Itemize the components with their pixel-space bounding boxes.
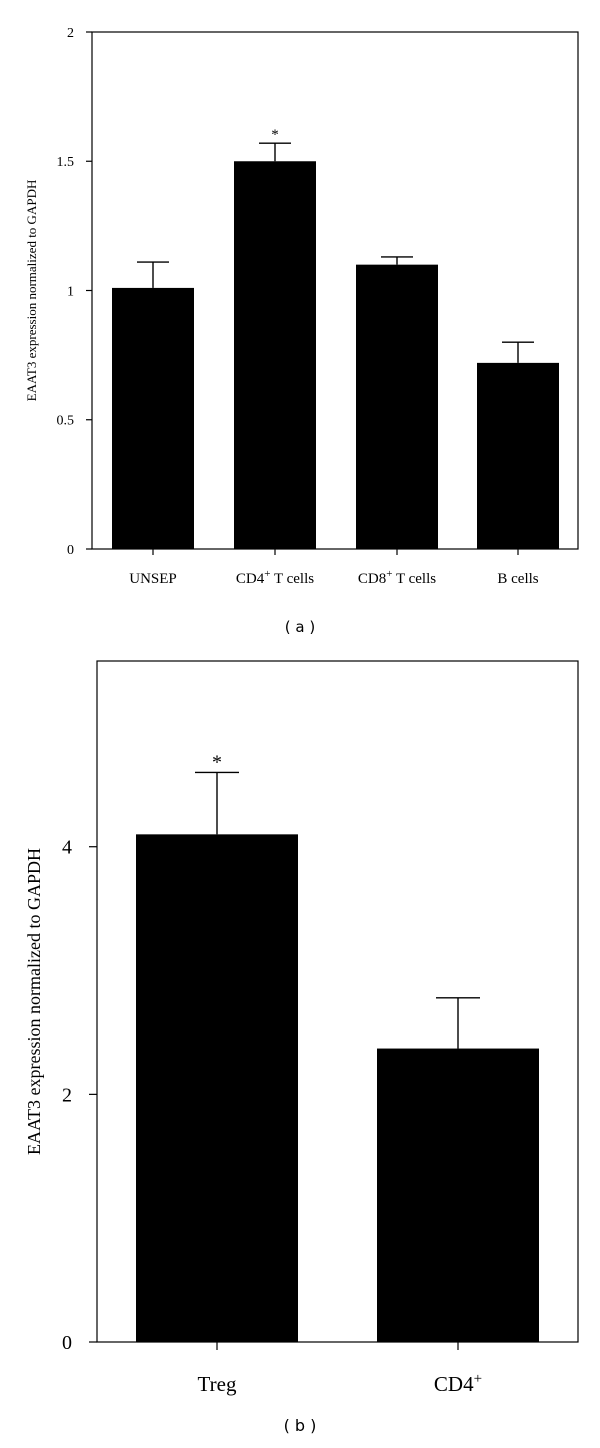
significance-star: * (212, 751, 222, 773)
y-tick-label: 0.5 (57, 414, 75, 429)
y-tick-label: 4 (62, 837, 72, 859)
y-axis-label: EAAT3 expression normalized to GAPDH (24, 848, 44, 1155)
bar (377, 1048, 539, 1342)
bar (112, 287, 194, 549)
x-tick-label: Treg (198, 1372, 237, 1396)
bar (356, 264, 438, 549)
y-tick-label: 0 (67, 543, 74, 558)
x-tick-label: UNSEP (129, 571, 177, 587)
chart-panel-b: 0 2 4 EAAT3 expression normalized to GAPDH T… (24, 660, 579, 1435)
x-tick-label: CD8+ T cells (358, 568, 436, 587)
bar (234, 161, 316, 549)
y-tick-label: 1 (67, 284, 74, 299)
y-axis-label: EAAT3 expression normalized to GAPDH (24, 180, 39, 402)
y-tick-label: 2 (62, 1084, 72, 1106)
y-tick-label: 2 (67, 26, 74, 41)
x-tick-label: CD4+ T cells (236, 568, 314, 587)
x-tick-label: B cells (497, 571, 538, 587)
y-tick-label: 0 (62, 1332, 72, 1354)
bar (477, 362, 559, 549)
panel-label: ( a ) (285, 618, 315, 636)
panel-label: ( b ) (284, 1416, 317, 1435)
plot-frame (96, 660, 579, 1343)
y-tick-label: 1.5 (57, 155, 75, 170)
bar (136, 834, 298, 1342)
x-tick-label: CD4+ (434, 1371, 482, 1396)
significance-star: * (271, 127, 279, 143)
chart-panel-a: 0 0.5 1 1.5 2 EAAT3 expression normalized to … (24, 26, 579, 636)
